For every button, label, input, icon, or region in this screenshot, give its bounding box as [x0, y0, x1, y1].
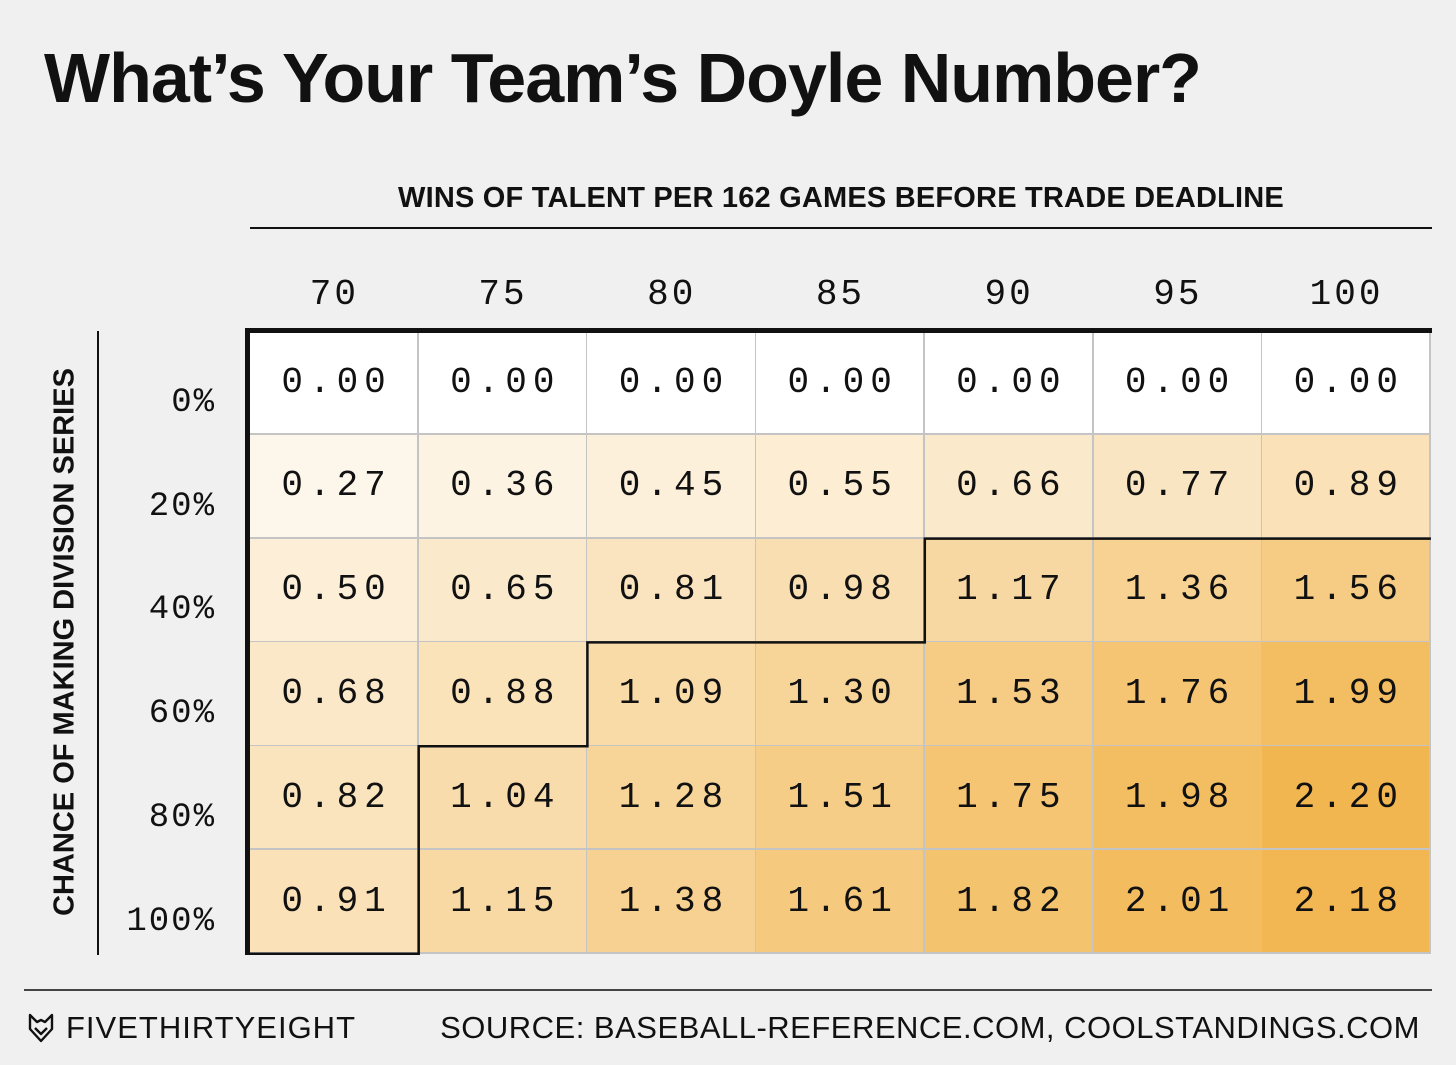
source-note: SOURCE: BASEBALL-REFERENCE.COM, COOLSTAN… — [440, 1010, 1420, 1045]
heatmap-cell: 0.82 — [250, 746, 420, 851]
brand: FIVETHIRTYEIGHT — [28, 1010, 356, 1046]
y-axis-label: CHANCE OF MAKING DIVISION SERIES — [48, 368, 81, 916]
heatmap-cell: 1.75 — [924, 746, 1094, 851]
heatmap-cell: 1.09 — [587, 642, 757, 747]
heatmap-cell: 0.45 — [587, 434, 757, 540]
heatmap-cell: 1.28 — [587, 746, 757, 851]
grid-top-border — [247, 328, 1432, 333]
heatmap-cell: 1.15 — [418, 850, 588, 955]
heatmap-cell: 1.51 — [756, 746, 926, 851]
heatmap-cell: 0.00 — [1093, 331, 1263, 436]
heatmap-cell: 0.36 — [418, 434, 588, 540]
y-axis-label-rule — [97, 331, 99, 955]
heatmap-cell: 2.01 — [1093, 850, 1263, 955]
heatmap-cell: 2.18 — [1262, 850, 1432, 955]
y-tick-label: 100% — [126, 902, 216, 941]
grid-left-border — [245, 328, 250, 955]
heatmap-cell: 0.55 — [756, 434, 926, 540]
heatmap-cell: 1.82 — [924, 850, 1094, 955]
chart-title: What’s Your Team’s Doyle Number? — [44, 39, 1202, 117]
heatmap-cell: 0.50 — [250, 538, 420, 643]
fox-icon — [28, 1013, 54, 1043]
footer-rule — [24, 989, 1432, 991]
heatmap-cell: 0.66 — [924, 434, 1094, 540]
heatmap-cell: 0.00 — [1262, 331, 1432, 436]
heatmap-cell: 1.76 — [1093, 642, 1263, 747]
heatmap-cell: 0.00 — [250, 331, 420, 436]
y-tick-label: 60% — [148, 695, 216, 734]
heatmap-cell: 1.36 — [1093, 538, 1263, 643]
heatmap-cell: 1.61 — [756, 850, 926, 955]
x-tick-label: 80 — [647, 274, 697, 315]
heatmap-cell: 0.77 — [1093, 434, 1263, 540]
heatmap-cell: 0.00 — [418, 331, 588, 436]
y-tick-label: 40% — [148, 591, 216, 630]
heatmap-cell: 0.81 — [587, 538, 757, 643]
x-tick-label: 70 — [309, 274, 359, 315]
x-axis-label: WINS OF TALENT PER 162 GAMES BEFORE TRAD… — [398, 182, 1284, 214]
heatmap-grid: 0.00 0.00 0.00 0.00 0.00 0.00 0.00 0.27 0.36 0.45… — [250, 331, 1432, 955]
heatmap-cell: 0.89 — [1262, 434, 1432, 540]
x-tick-label: 90 — [984, 274, 1034, 315]
y-tick-label: 20% — [148, 487, 216, 526]
heatmap-cell: 1.38 — [587, 850, 757, 955]
heatmap-cell: 1.53 — [924, 642, 1094, 747]
x-tick-label: 85 — [815, 274, 866, 315]
heatmap-cell: 1.17 — [924, 538, 1094, 643]
heatmap-cell: 0.68 — [250, 642, 420, 747]
heatmap-cell: 0.27 — [250, 434, 420, 540]
heatmap-cell: 1.30 — [756, 642, 926, 747]
x-tick-label: 75 — [478, 274, 528, 315]
brand-name: FIVETHIRTYEIGHT — [66, 1010, 357, 1045]
heatmap-cell: 1.99 — [1262, 642, 1432, 747]
heatmap-cell: 2.20 — [1262, 746, 1432, 851]
y-tick-label: 0% — [171, 383, 216, 422]
x-tick-label: 100 — [1309, 274, 1384, 315]
heatmap-cell: 0.98 — [756, 538, 926, 643]
heatmap-cell: 0.00 — [924, 331, 1094, 436]
heatmap-cell: 0.65 — [418, 538, 588, 643]
heatmap-cell: 0.88 — [418, 642, 588, 747]
heatmap-cell: 1.04 — [418, 746, 588, 851]
x-axis-label-rule — [250, 227, 1432, 229]
heatmap-cell: 1.56 — [1262, 538, 1432, 643]
x-tick-label: 95 — [1153, 274, 1203, 315]
y-tick-label: 80% — [148, 799, 216, 837]
heatmap-cell: 1.98 — [1093, 746, 1263, 851]
heatmap-cell: 0.00 — [587, 331, 757, 436]
heatmap-cell: 0.00 — [756, 331, 926, 436]
heatmap-cell: 0.91 — [250, 850, 420, 955]
